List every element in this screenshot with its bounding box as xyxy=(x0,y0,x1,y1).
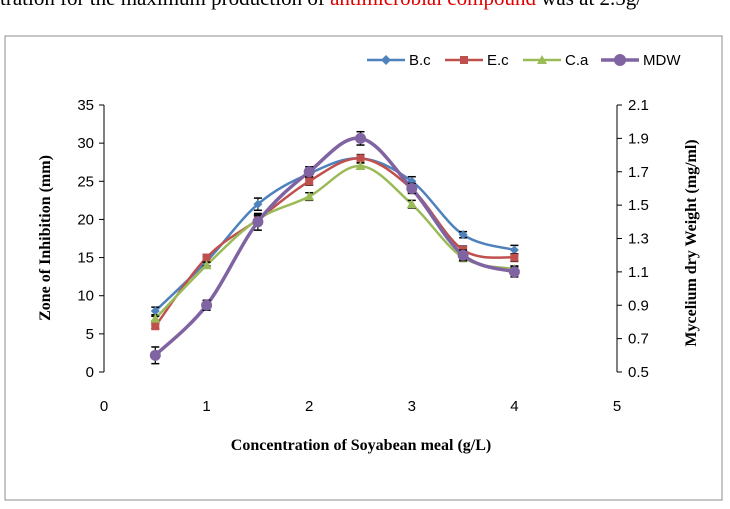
legend-item-b-c: B.c xyxy=(367,52,431,69)
y-left-axis-title: Zone of Inhibition (mm) xyxy=(37,155,54,321)
legend-label: E.c xyxy=(487,52,509,69)
series-line xyxy=(154,164,515,320)
data-point xyxy=(509,245,519,255)
data-point xyxy=(510,253,519,262)
y-left-tick-label: 15 xyxy=(77,250,94,267)
x-tick-label: 4 xyxy=(510,398,518,415)
y-right-tick-label: 1.9 xyxy=(628,130,649,147)
data-point xyxy=(508,266,520,278)
data-point xyxy=(303,166,315,178)
y-left-tick-label: 0 xyxy=(86,364,94,381)
y-left-tick-label: 30 xyxy=(77,135,94,152)
legend-marker xyxy=(537,55,547,64)
y-left-tick-label: 35 xyxy=(77,97,94,114)
series-layer xyxy=(149,130,520,365)
legend-item-e-c: E.c xyxy=(445,52,509,69)
legend-label: C.a xyxy=(565,52,589,69)
y-left-tick-label: 5 xyxy=(86,326,94,343)
data-point xyxy=(201,299,213,311)
series-mdw xyxy=(149,130,520,365)
y-right-tick-label: 1.5 xyxy=(628,197,649,214)
data-point xyxy=(355,161,366,171)
x-axis-title: Concentration of Soyabean meal (g/L) xyxy=(231,437,491,454)
data-point xyxy=(253,199,263,209)
series-line xyxy=(154,136,515,357)
data-point xyxy=(150,313,161,323)
series-c-a xyxy=(150,161,520,323)
y-right-tick-label: 1.7 xyxy=(628,164,649,181)
data-point xyxy=(457,249,469,261)
data-point xyxy=(304,191,315,201)
x-tick-label: 0 xyxy=(100,398,108,415)
legend: B.c E.c C.a MDW xyxy=(367,52,681,69)
axes: 051015202530350.50.70.91.11.31.51.71.92.… xyxy=(77,97,649,415)
legend-item-mdw: MDW xyxy=(601,52,681,69)
caption-part2: was at 2.5g/ xyxy=(536,0,642,10)
caption-part1: tration for the maximum production of xyxy=(0,0,330,10)
caption-highlight: antimicrobial compound xyxy=(330,0,536,10)
data-point xyxy=(202,253,211,262)
data-point xyxy=(356,154,365,163)
x-tick-label: 5 xyxy=(613,398,621,415)
legend-marker xyxy=(381,55,391,65)
y-right-tick-label: 0.5 xyxy=(628,364,649,381)
chart-frame xyxy=(4,35,723,501)
y-right-tick-label: 1.1 xyxy=(628,264,649,281)
data-point xyxy=(201,260,212,270)
data-point xyxy=(355,132,366,144)
y-right-tick-label: 1.3 xyxy=(628,231,649,248)
data-point xyxy=(406,182,418,194)
legend-label: MDW xyxy=(643,52,681,69)
data-point xyxy=(458,230,468,240)
y-right-tick-label: 2.1 xyxy=(628,97,649,114)
data-point xyxy=(150,306,160,316)
y-right-axis-title: Mycelium dry Weight (mg/ml) xyxy=(683,139,700,346)
legend-marker xyxy=(460,56,468,64)
data-point xyxy=(149,349,161,361)
y-left-tick-label: 20 xyxy=(77,211,94,228)
legend-label: B.c xyxy=(409,52,431,69)
legend-marker xyxy=(614,54,626,66)
y-right-tick-label: 0.7 xyxy=(628,331,649,348)
y-left-tick-label: 25 xyxy=(77,173,94,190)
data-point xyxy=(406,199,417,209)
x-tick-label: 3 xyxy=(408,398,416,415)
legend-item-c-a: C.a xyxy=(523,52,589,69)
caption-text: tration for the maximum production of an… xyxy=(0,0,730,16)
data-point xyxy=(151,322,160,331)
data-point xyxy=(305,177,314,186)
x-tick-label: 1 xyxy=(202,398,210,415)
data-point xyxy=(252,216,264,228)
x-tick-label: 2 xyxy=(305,398,313,415)
y-left-tick-label: 10 xyxy=(77,288,94,305)
y-right-tick-label: 0.9 xyxy=(628,297,649,314)
